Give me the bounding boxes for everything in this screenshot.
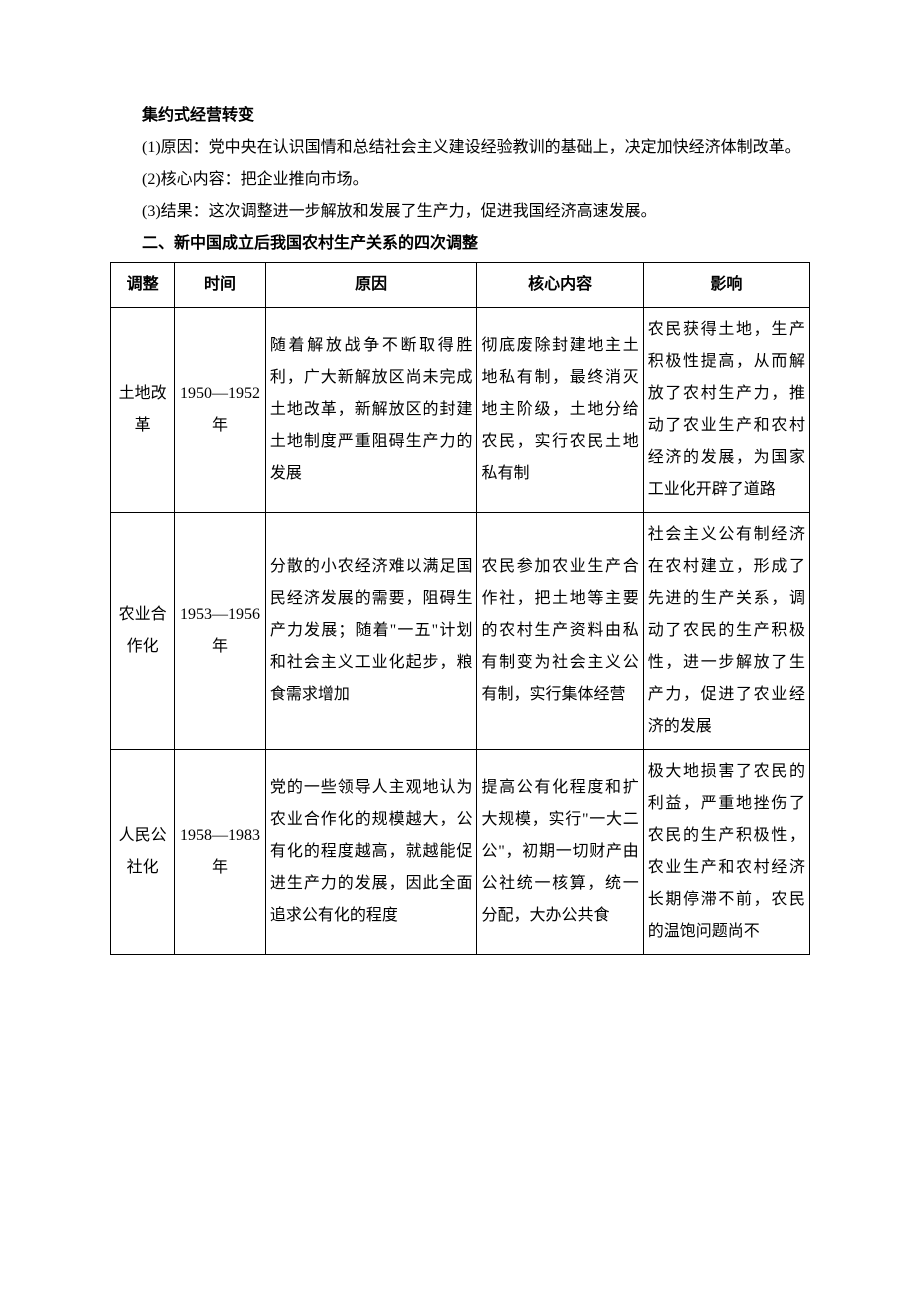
cell-time: 1950—1952 年 <box>175 308 266 513</box>
intro-p3: (3)结果：这次调整进一步解放和发展了生产力，促进我国经济高速发展。 <box>110 196 810 228</box>
cell-reason: 分散的小农经济难以满足国民经济发展的需要，阻碍生产力发展；随着"一五"计划和社会… <box>265 513 477 750</box>
adjustments-table: 调整 时间 原因 核心内容 影响 土地改革 1950—1952 年 随着解放战争… <box>110 262 810 955</box>
table-row: 农业合作化 1953—1956 年 分散的小农经济难以满足国民经济发展的需要，阻… <box>111 513 810 750</box>
cell-time: 1953—1956 年 <box>175 513 266 750</box>
th-impact: 影响 <box>643 263 809 308</box>
cell-reason: 党的一些领导人主观地认为农业合作化的规模越大，公有化的程度越高，就越能促进生产力… <box>265 750 477 955</box>
cell-core: 农民参加农业生产合作社，把土地等主要的农村生产资料由私有制变为社会主义公有制，实… <box>477 513 643 750</box>
th-adjustment: 调整 <box>111 263 175 308</box>
table-row: 土地改革 1950—1952 年 随着解放战争不断取得胜利，广大新解放区尚未完成… <box>111 308 810 513</box>
table-header-row: 调整 时间 原因 核心内容 影响 <box>111 263 810 308</box>
th-reason: 原因 <box>265 263 477 308</box>
cell-time: 1958—1983 年 <box>175 750 266 955</box>
intro-p2: (2)核心内容：把企业推向市场。 <box>110 164 810 196</box>
th-core: 核心内容 <box>477 263 643 308</box>
cell-adj: 土地改革 <box>111 308 175 513</box>
cell-adj: 人民公社化 <box>111 750 175 955</box>
cell-core: 彻底废除封建地主土地私有制，最终消灭地主阶级，土地分给农民，实行农民土地私有制 <box>477 308 643 513</box>
cell-core: 提高公有化程度和扩大规模，实行"一大二公"，初期一切财产由公社统一核算，统一分配… <box>477 750 643 955</box>
cell-impact: 农民获得土地，生产积极性提高，从而解放了农村生产力，推动了农业生产和农村经济的发… <box>643 308 809 513</box>
section-heading-2: 二、新中国成立后我国农村生产关系的四次调整 <box>110 228 810 260</box>
cell-impact: 社会主义公有制经济在农村建立，形成了先进的生产关系，调动了农民的生产积极性，进一… <box>643 513 809 750</box>
th-time: 时间 <box>175 263 266 308</box>
table-row: 人民公社化 1958—1983 年 党的一些领导人主观地认为农业合作化的规模越大… <box>111 750 810 955</box>
cell-impact: 极大地损害了农民的利益，严重地挫伤了农民的生产积极性，农业生产和农村经济长期停滞… <box>643 750 809 955</box>
intro-p1: (1)原因：党中央在认识国情和总结社会主义建设经验教训的基础上，决定加快经济体制… <box>110 132 810 164</box>
cell-adj: 农业合作化 <box>111 513 175 750</box>
intro-line0: 集约式经营转变 <box>110 100 810 132</box>
cell-reason: 随着解放战争不断取得胜利，广大新解放区尚未完成土地改革，新解放区的封建土地制度严… <box>265 308 477 513</box>
